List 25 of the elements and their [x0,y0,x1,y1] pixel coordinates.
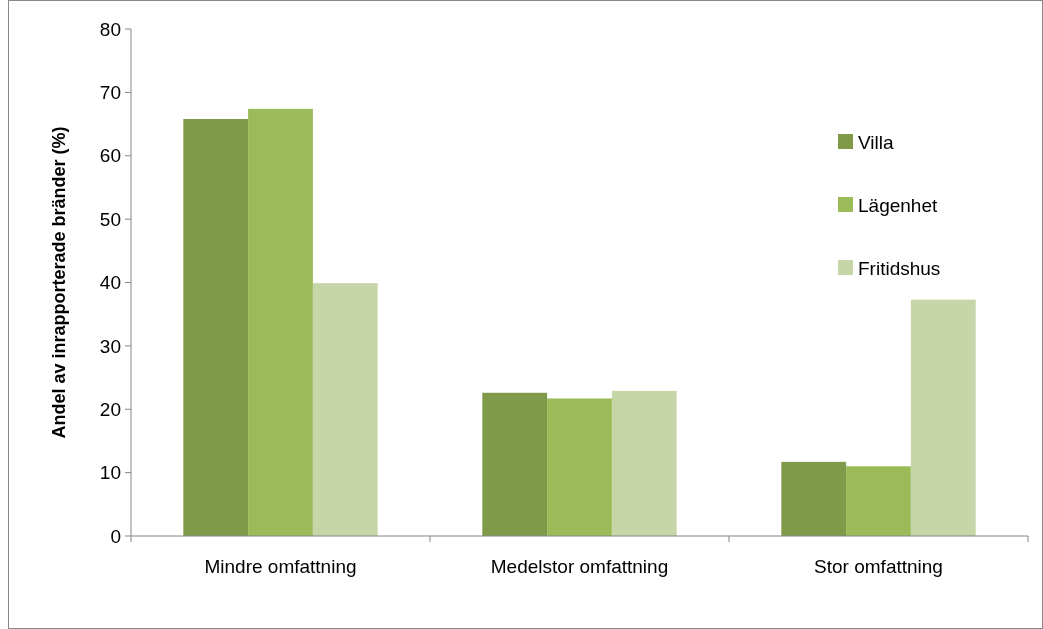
y-tick-label: 50 [99,208,121,230]
y-tick-label: 40 [99,272,121,294]
y-tick-label: 10 [99,462,121,484]
y-tick-label: 70 [99,82,121,104]
y-tick-label: 30 [99,335,121,357]
y-axis-title: Andel av inrapporterade bränder (%) [49,126,69,439]
bar [312,283,378,536]
bar [910,299,976,536]
y-tick-label: 20 [99,398,121,420]
legend-label: Fritidshus [858,257,941,279]
bar [846,466,911,536]
x-tick-label: Medelstor omfattning [490,556,669,577]
bar [183,118,249,536]
y-tick-label: 60 [99,145,121,167]
bar [547,398,612,536]
x-tick-label: Mindre omfattning [204,556,357,577]
bar [482,392,548,536]
y-tick-label: 0 [110,525,121,547]
bar [611,390,677,536]
y-tick-label: 80 [99,18,121,40]
legend-label: Villa [858,131,894,153]
bar [248,108,313,536]
bar [781,461,847,536]
x-tick-label: Stor omfattning [814,556,943,577]
legend-label: Lägenhet [858,194,938,216]
